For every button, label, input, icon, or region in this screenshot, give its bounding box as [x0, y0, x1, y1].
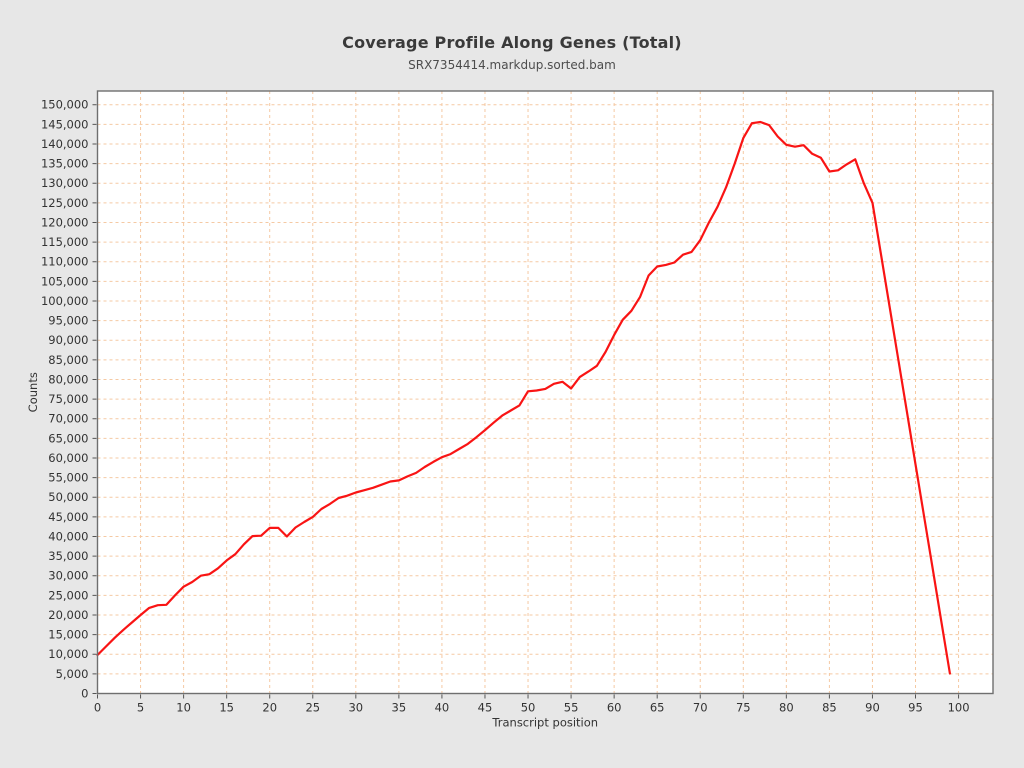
y-axis-tick-label: 90,000 [48, 333, 88, 347]
x-axis-tick-label: 0 [94, 701, 101, 715]
x-axis-tick-label: 80 [779, 701, 794, 715]
y-axis-tick-label: 130,000 [41, 176, 89, 190]
x-axis-tick-label: 50 [521, 701, 536, 715]
x-axis-label: Transcript position [491, 716, 598, 730]
y-axis-tick-label: 145,000 [41, 117, 89, 131]
x-axis-tick-label: 60 [607, 701, 622, 715]
x-axis-tick-label: 45 [478, 701, 493, 715]
y-axis-tick-label: 125,000 [41, 196, 89, 210]
chart-title: Coverage Profile Along Genes (Total) [342, 33, 682, 52]
y-axis-tick-label: 50,000 [48, 490, 88, 504]
y-axis-tick-label: 85,000 [48, 353, 88, 367]
x-axis-tick-label: 55 [564, 701, 579, 715]
y-axis-tick-label: 30,000 [48, 569, 88, 583]
x-axis-tick-label: 65 [650, 701, 665, 715]
x-axis-tick-label: 95 [908, 701, 923, 715]
x-axis-tick-label: 10 [176, 701, 191, 715]
y-axis-tick-label: 0 [81, 687, 88, 701]
plot-area [97, 91, 993, 694]
y-axis-tick-label: 120,000 [41, 215, 89, 229]
x-axis-tick-label: 70 [693, 701, 708, 715]
x-axis-tick-label: 100 [948, 701, 970, 715]
y-axis-tick-label: 15,000 [48, 628, 88, 642]
y-axis-tick-label: 75,000 [48, 392, 88, 406]
y-axis-tick-label: 135,000 [41, 157, 89, 171]
x-axis-tick-label: 20 [262, 701, 277, 715]
y-axis-tick-label: 10,000 [48, 647, 88, 661]
y-axis-tick-label: 5,000 [56, 667, 89, 681]
series-line [96, 120, 952, 675]
y-axis-tick-label: 140,000 [41, 137, 89, 151]
y-axis-tick-label: 35,000 [48, 549, 88, 563]
plot-border [96, 90, 994, 695]
y-axis-tick-label: 105,000 [41, 274, 89, 288]
x-axis-tick-label: 40 [435, 701, 450, 715]
x-axis-tick-label: 85 [822, 701, 837, 715]
y-axis-tick-label: 110,000 [41, 255, 89, 269]
y-axis-tick-label: 55,000 [48, 471, 88, 485]
x-axis-tick-label: 30 [348, 701, 363, 715]
y-axis-tick-label: 115,000 [41, 235, 89, 249]
y-axis-tick-label: 60,000 [48, 451, 88, 465]
y-axis-tick-label: 20,000 [48, 608, 88, 622]
x-axis-tick-label: 75 [736, 701, 751, 715]
y-axis-tick-label: 25,000 [48, 588, 88, 602]
x-axis-tick-label: 5 [137, 701, 144, 715]
y-axis-tick-label: 65,000 [48, 431, 88, 445]
y-axis-tick-label: 70,000 [48, 412, 88, 426]
chart-subtitle: SRX7354414.markdup.sorted.bam [408, 58, 616, 72]
y-axis-label: Counts [26, 372, 40, 412]
y-axis-tick-label: 95,000 [48, 314, 88, 328]
x-axis-tick-label: 25 [305, 701, 320, 715]
y-axis-tick-label: 40,000 [48, 529, 88, 543]
y-axis-tick-label: 150,000 [41, 98, 89, 112]
x-axis-tick-label: 90 [865, 701, 880, 715]
y-axis-tick-label: 45,000 [48, 510, 88, 524]
y-axis-tick-label: 100,000 [41, 294, 89, 308]
chart-header: Coverage Profile Along Genes (Total) SRX… [0, 0, 1024, 72]
x-axis-tick-label: 35 [392, 701, 407, 715]
y-axis-tick-label: 80,000 [48, 372, 88, 386]
x-axis-tick-label: 15 [219, 701, 234, 715]
